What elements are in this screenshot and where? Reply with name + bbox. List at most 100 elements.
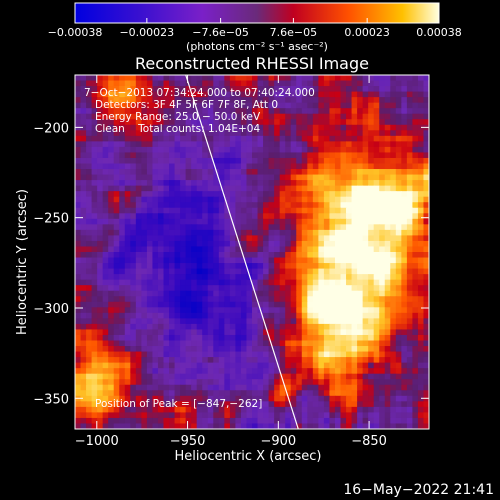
heatmap-cell bbox=[274, 240, 281, 248]
heatmap-cell bbox=[318, 395, 325, 402]
heatmap-cell bbox=[108, 185, 115, 192]
heatmap-cell bbox=[406, 252, 414, 259]
heatmap-cell bbox=[268, 80, 275, 87]
heatmap-cell bbox=[417, 163, 425, 170]
heatmap-cell bbox=[373, 395, 380, 402]
heatmap-cell bbox=[401, 357, 408, 364]
heatmap-cell bbox=[257, 97, 264, 104]
heatmap-cell bbox=[351, 401, 358, 408]
heatmap-cell bbox=[213, 340, 220, 347]
heatmap-cell bbox=[301, 279, 308, 286]
heatmap-cell bbox=[135, 334, 142, 342]
heatmap-cell bbox=[329, 401, 336, 408]
heatmap-cell bbox=[263, 113, 270, 120]
heatmap-cell bbox=[174, 318, 181, 325]
heatmap-cell bbox=[80, 124, 87, 131]
heatmap-cell bbox=[146, 252, 154, 259]
heatmap-cell bbox=[124, 279, 131, 286]
heatmap-cell bbox=[357, 224, 364, 231]
heatmap-cell bbox=[86, 373, 93, 380]
heatmap-cell bbox=[246, 279, 253, 286]
heatmap-cell bbox=[97, 346, 104, 353]
heatmap-cell bbox=[86, 157, 93, 165]
heatmap-cell bbox=[91, 362, 98, 369]
heatmap-cell bbox=[80, 346, 87, 353]
colorbar-unit-label: (photons cm⁻² s⁻¹ asec⁻²) bbox=[186, 40, 328, 53]
heatmap-cell bbox=[346, 268, 353, 275]
heatmap-cell bbox=[169, 218, 176, 225]
heatmap-cell bbox=[213, 423, 220, 429]
heatmap-cell bbox=[412, 135, 419, 142]
heatmap-cell bbox=[373, 263, 380, 270]
heatmap-cell bbox=[257, 124, 264, 131]
heatmap-cell bbox=[373, 97, 380, 104]
heatmap-cell bbox=[312, 141, 319, 148]
heatmap-cell bbox=[174, 240, 181, 248]
heatmap-cell bbox=[357, 395, 364, 402]
heatmap-cell bbox=[207, 307, 214, 314]
heatmap-cell bbox=[379, 229, 386, 237]
heatmap-cell bbox=[102, 130, 109, 137]
heatmap-cell bbox=[417, 307, 425, 314]
heatmap-cell bbox=[307, 202, 314, 209]
heatmap-cell bbox=[334, 340, 342, 347]
heatmap-cell bbox=[246, 318, 253, 325]
heatmap-cell bbox=[157, 395, 165, 402]
heatmap-cell bbox=[146, 307, 154, 314]
heatmap-cell bbox=[157, 229, 165, 237]
heatmap-cell bbox=[412, 119, 419, 126]
heatmap-cell bbox=[163, 357, 170, 364]
heatmap-cell bbox=[340, 323, 347, 331]
heatmap-cell bbox=[80, 329, 87, 336]
heatmap-cell bbox=[202, 346, 209, 353]
heatmap-cell bbox=[135, 340, 142, 347]
heatmap-cell bbox=[268, 412, 275, 419]
heatmap-cell bbox=[163, 246, 170, 253]
heatmap-cell bbox=[75, 334, 82, 342]
heatmap-cell bbox=[423, 423, 429, 429]
heatmap-cell bbox=[301, 229, 308, 237]
heatmap-cell bbox=[229, 141, 237, 148]
heatmap-cell bbox=[113, 80, 120, 87]
heatmap-cell bbox=[401, 196, 408, 203]
heatmap-cell bbox=[130, 307, 137, 314]
heatmap-cell bbox=[395, 196, 402, 203]
heatmap-cell bbox=[323, 157, 331, 165]
heatmap-cell bbox=[417, 334, 425, 342]
heatmap-cell bbox=[102, 346, 109, 353]
heatmap-cell bbox=[334, 180, 342, 187]
heatmap-cell bbox=[174, 323, 181, 331]
heatmap-cell bbox=[180, 108, 187, 115]
heatmap-cell bbox=[174, 417, 181, 425]
heatmap-cell bbox=[135, 152, 142, 159]
heatmap-cell bbox=[334, 257, 342, 264]
heatmap-cell bbox=[202, 390, 209, 397]
heatmap-cell bbox=[323, 169, 331, 176]
heatmap-cell bbox=[268, 146, 275, 154]
heatmap-cell bbox=[174, 91, 181, 98]
heatmap-cell bbox=[224, 119, 231, 126]
heatmap-cell bbox=[351, 124, 358, 131]
heatmap-cell bbox=[318, 312, 325, 319]
heatmap-cell bbox=[86, 202, 93, 209]
heatmap-cell bbox=[97, 124, 104, 131]
heatmap-cell bbox=[180, 263, 187, 270]
heatmap-cell bbox=[312, 169, 319, 176]
heatmap-cell bbox=[240, 334, 248, 342]
heatmap-cell bbox=[401, 395, 408, 402]
heatmap-cell bbox=[130, 323, 137, 331]
heatmap-cell bbox=[301, 401, 308, 408]
heatmap-cell bbox=[174, 196, 181, 203]
heatmap-cell bbox=[191, 307, 198, 314]
heatmap-cell bbox=[235, 252, 242, 259]
heatmap-cell bbox=[240, 185, 248, 192]
heatmap-cell bbox=[196, 423, 203, 429]
heatmap-cell bbox=[108, 246, 115, 253]
heatmap-cell bbox=[240, 180, 248, 187]
heatmap-cell bbox=[108, 368, 115, 375]
heatmap-cell bbox=[202, 362, 209, 369]
heatmap-cell bbox=[346, 373, 353, 380]
heatmap-cell bbox=[157, 135, 165, 142]
heatmap-cell bbox=[318, 301, 325, 308]
heatmap-cell bbox=[191, 384, 198, 391]
